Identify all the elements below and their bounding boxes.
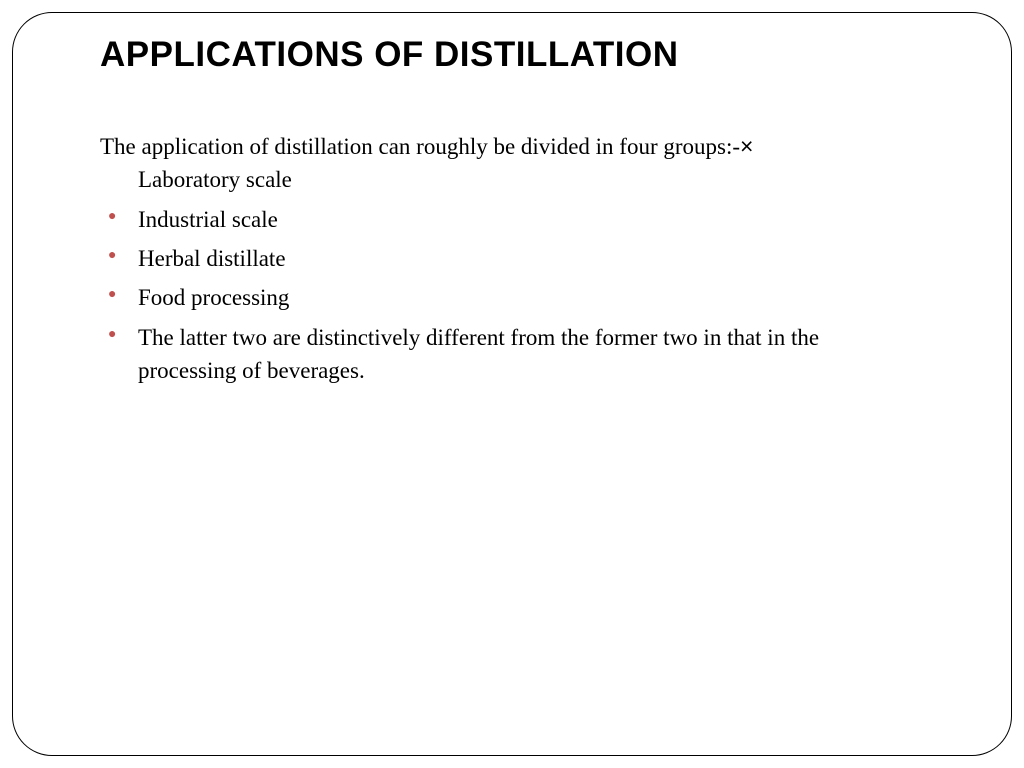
list-item: The latter two are distinctively differe… [100, 321, 924, 388]
bullet-text-line2: processing of beverages. [138, 358, 365, 383]
intro-text: The application of distillation can roug… [100, 134, 740, 159]
list-item: Food processing [100, 281, 924, 314]
slide-title: APPLICATIONS OF DISTILLATION [100, 35, 924, 75]
list-item: Industrial scale [100, 203, 924, 236]
list-item: Herbal distillate [100, 242, 924, 275]
intro-paragraph: The application of distillation can roug… [100, 130, 924, 197]
intro-continuation: Laboratory scale [100, 163, 924, 196]
slide-content: APPLICATIONS OF DISTILLATION The applica… [0, 0, 1024, 768]
bullet-text-line1: The latter two are distinctively differe… [138, 325, 819, 350]
symbol-mark: × [740, 133, 753, 159]
bullet-list: Industrial scale Herbal distillate Food … [100, 203, 924, 388]
